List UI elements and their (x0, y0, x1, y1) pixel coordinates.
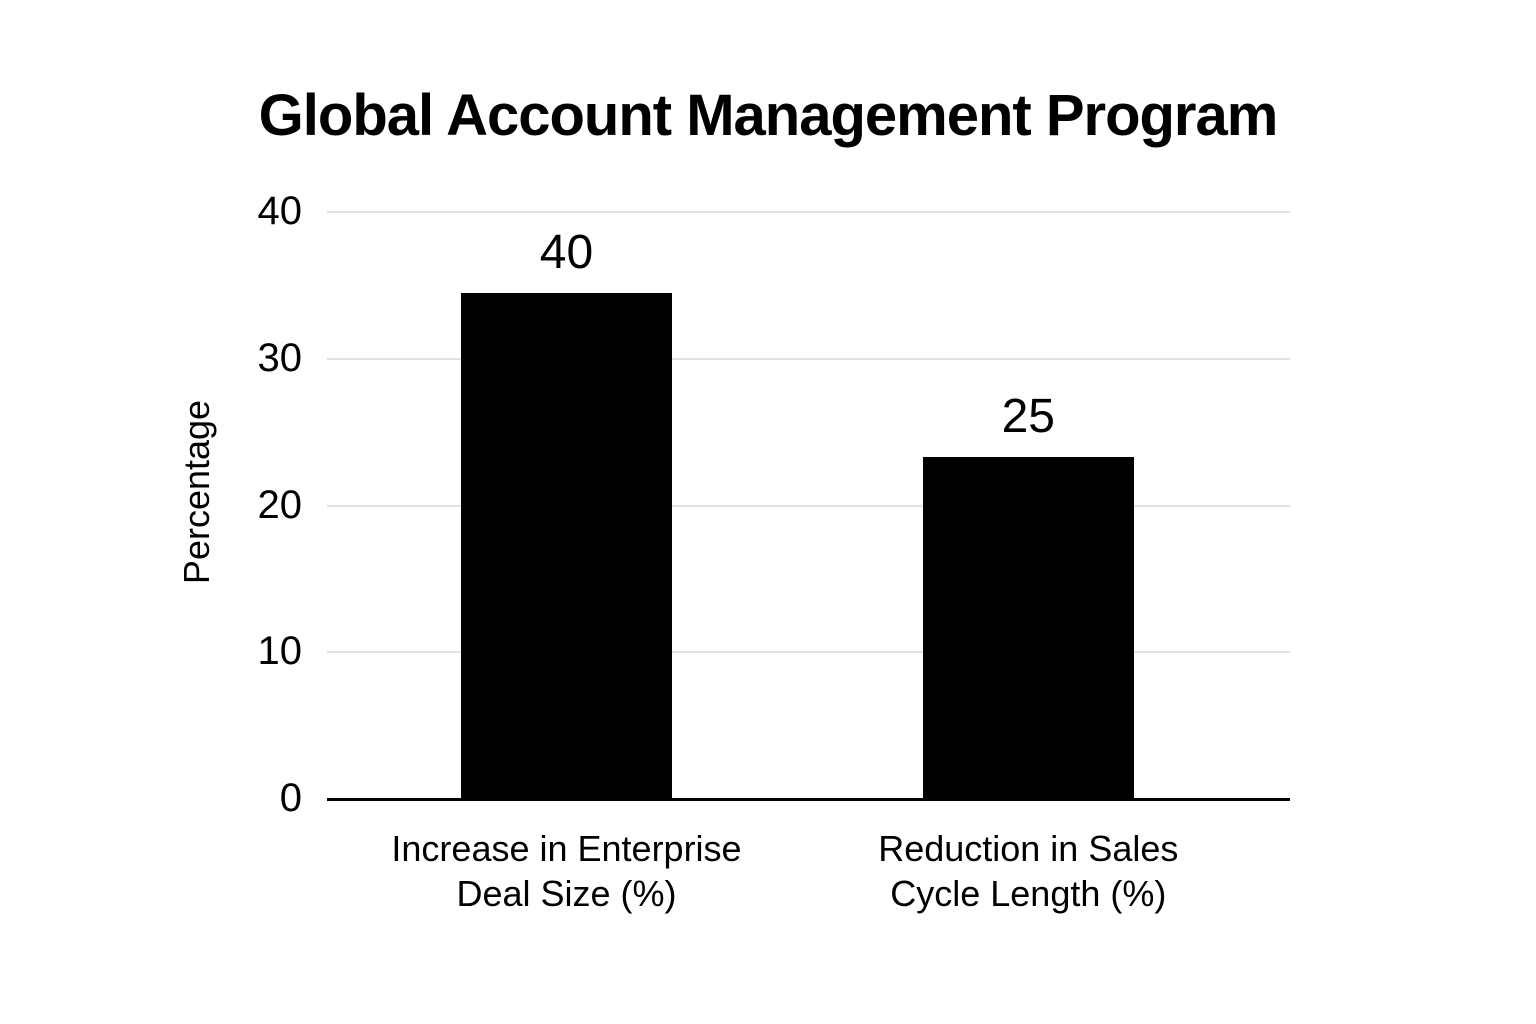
x-category-label-line: Deal Size (%) (456, 873, 677, 914)
chart-title: Global Account Management Program (258, 83, 1279, 148)
bar (461, 292, 672, 799)
gridline (327, 211, 1290, 213)
x-category-label-line: Reduction in Sales (878, 828, 1179, 869)
y-tick-label: 0 (279, 776, 302, 821)
y-tick-label: 10 (257, 629, 303, 674)
bar-value-label: 25 (1001, 390, 1055, 444)
x-category-label-line: Increase in Enterprise (391, 828, 742, 869)
bar (922, 457, 1134, 799)
x-category-label: Increase in Enterprise Deal Size (%) (391, 826, 741, 916)
y-tick-label: 40 (257, 189, 303, 234)
gridline (327, 651, 1290, 654)
gridline (327, 504, 1290, 507)
bar-value-label: 40 (539, 225, 594, 279)
gridline (327, 357, 1290, 360)
x-category-label-line: Cycle Length (%) (890, 873, 1167, 914)
x-axis-line (327, 797, 1290, 801)
x-category-label: Reduction in Sales Cycle Length (%) (878, 826, 1178, 916)
y-tick-label: 30 (257, 335, 303, 380)
y-tick-label: 20 (257, 482, 303, 527)
